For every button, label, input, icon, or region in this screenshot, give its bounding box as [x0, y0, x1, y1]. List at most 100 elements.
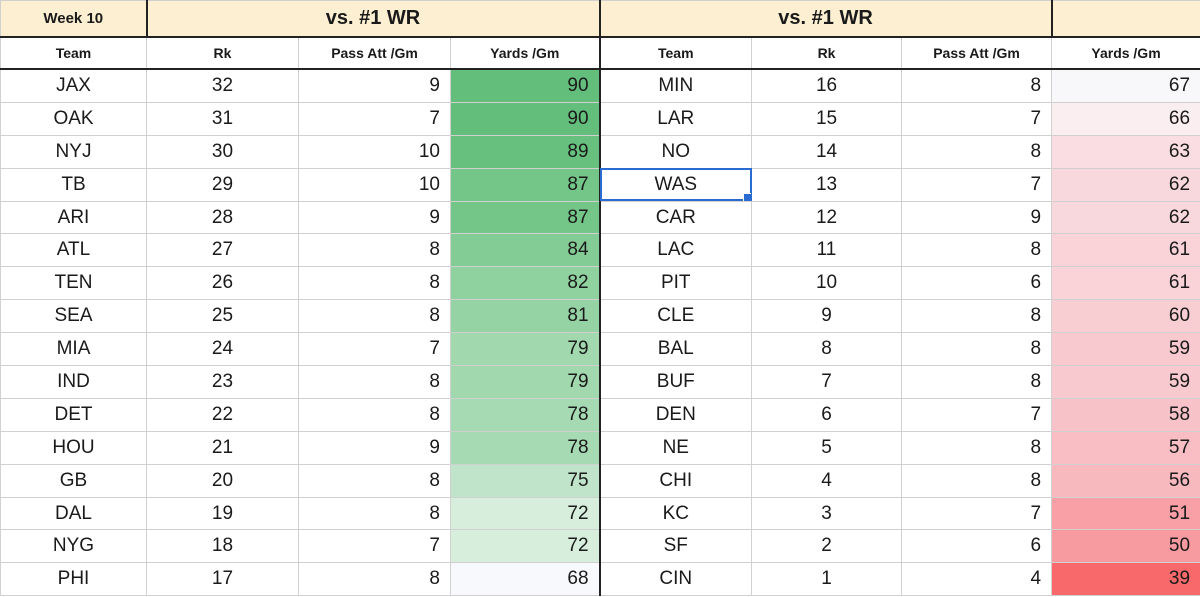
left-rank-cell[interactable]: 21	[146, 430, 299, 465]
left-yards-cell[interactable]: 84	[449, 233, 601, 268]
left-yards-cell[interactable]: 72	[449, 496, 601, 531]
right-team-cell[interactable]: WAS	[599, 167, 753, 202]
right-team-cell[interactable]: BAL	[599, 332, 753, 367]
left-rank-cell[interactable]: 17	[146, 562, 299, 597]
right-rank-cell[interactable]: 6	[751, 397, 903, 432]
right-rank-cell[interactable]: 8	[751, 332, 903, 367]
far-right-title[interactable]	[1051, 0, 1200, 38]
left-yards-cell[interactable]: 78	[449, 397, 601, 432]
right-pass-att-cell[interactable]: 7	[901, 101, 1053, 136]
right-team-cell[interactable]: CIN	[599, 562, 753, 597]
left-pass-att-cell[interactable]: 8	[298, 266, 451, 301]
right-pass-att-cell[interactable]: 8	[901, 299, 1053, 334]
left-rank-cell[interactable]: 29	[146, 167, 299, 202]
right-team-cell[interactable]: CLE	[599, 299, 753, 334]
right-pass-att-cell[interactable]: 8	[901, 365, 1053, 399]
fill-handle[interactable]	[743, 192, 751, 201]
right-yards-cell[interactable]: 61	[1051, 266, 1200, 301]
left-rank-cell[interactable]: 25	[146, 299, 299, 334]
left-team-cell[interactable]: HOU	[0, 430, 147, 465]
right-yards-cell[interactable]: 59	[1051, 365, 1200, 399]
right-rank-cell[interactable]: 15	[751, 101, 903, 136]
right-team-cell[interactable]: NE	[599, 430, 753, 465]
right-rank-cell[interactable]: 3	[751, 496, 903, 531]
right-yards-cell[interactable]: 50	[1051, 529, 1200, 564]
left-rank-cell[interactable]: 26	[146, 266, 299, 301]
right-yards-cell[interactable]: 51	[1051, 496, 1200, 531]
right-yards-cell[interactable]: 63	[1051, 134, 1200, 169]
left-pass-att-cell[interactable]: 10	[298, 134, 451, 169]
left-pass-att-cell[interactable]: 8	[298, 397, 451, 432]
header-yards-right[interactable]: Yards /Gm	[1051, 36, 1200, 70]
left-pass-att-cell[interactable]: 8	[298, 463, 451, 498]
right-rank-cell[interactable]: 5	[751, 430, 903, 465]
left-yards-cell[interactable]: 78	[449, 430, 601, 465]
right-rank-cell[interactable]: 16	[751, 68, 903, 103]
right-yards-cell[interactable]: 66	[1051, 101, 1200, 136]
right-team-cell[interactable]: MIN	[599, 68, 753, 103]
left-pass-att-cell[interactable]: 9	[298, 430, 451, 465]
left-rank-cell[interactable]: 18	[146, 529, 299, 564]
right-yards-cell[interactable]: 59	[1051, 332, 1200, 367]
left-team-cell[interactable]: TB	[0, 167, 147, 202]
right-yards-cell[interactable]: 61	[1051, 233, 1200, 268]
right-yards-cell[interactable]: 60	[1051, 299, 1200, 334]
right-yards-cell[interactable]: 62	[1051, 200, 1200, 235]
left-team-cell[interactable]: GB	[0, 463, 147, 498]
left-rank-cell[interactable]: 19	[146, 496, 299, 531]
right-pass-att-cell[interactable]: 9	[901, 200, 1053, 235]
left-team-cell[interactable]: OAK	[0, 101, 147, 136]
right-pass-att-cell[interactable]: 7	[901, 397, 1053, 432]
left-pass-att-cell[interactable]: 7	[298, 101, 451, 136]
header-passatt-right[interactable]: Pass Att /Gm	[901, 36, 1053, 70]
left-yards-cell[interactable]: 90	[449, 68, 601, 103]
left-yards-cell[interactable]: 68	[449, 562, 601, 597]
left-rank-cell[interactable]: 22	[146, 397, 299, 432]
left-team-cell[interactable]: IND	[0, 365, 147, 399]
left-rank-cell[interactable]: 27	[146, 233, 299, 268]
left-rank-cell[interactable]: 24	[146, 332, 299, 367]
right-rank-cell[interactable]: 13	[751, 167, 903, 202]
right-rank-cell[interactable]: 9	[751, 299, 903, 334]
right-team-cell[interactable]: LAC	[599, 233, 753, 268]
right-rank-cell[interactable]: 10	[751, 266, 903, 301]
right-yards-cell[interactable]: 67	[1051, 68, 1200, 103]
right-yards-cell[interactable]: 56	[1051, 463, 1200, 498]
left-team-cell[interactable]: PHI	[0, 562, 147, 597]
left-team-cell[interactable]: DAL	[0, 496, 147, 531]
right-yards-cell[interactable]: 58	[1051, 397, 1200, 432]
left-team-cell[interactable]: MIA	[0, 332, 147, 367]
right-pass-att-cell[interactable]: 6	[901, 529, 1053, 564]
left-yards-cell[interactable]: 81	[449, 299, 601, 334]
left-pass-att-cell[interactable]: 7	[298, 332, 451, 367]
left-rank-cell[interactable]: 28	[146, 200, 299, 235]
left-rank-cell[interactable]: 31	[146, 101, 299, 136]
right-pass-att-cell[interactable]: 8	[901, 233, 1053, 268]
right-rank-cell[interactable]: 7	[751, 365, 903, 399]
left-yards-cell[interactable]: 79	[449, 365, 601, 399]
left-pass-att-cell[interactable]: 8	[298, 496, 451, 531]
right-rank-cell[interactable]: 12	[751, 200, 903, 235]
right-pass-att-cell[interactable]: 4	[901, 562, 1053, 597]
left-yards-cell[interactable]: 79	[449, 332, 601, 367]
right-yards-cell[interactable]: 57	[1051, 430, 1200, 465]
left-pass-att-cell[interactable]: 8	[298, 365, 451, 399]
left-yards-cell[interactable]: 87	[449, 167, 601, 202]
left-team-cell[interactable]: TEN	[0, 266, 147, 301]
left-pass-att-cell[interactable]: 8	[298, 562, 451, 597]
left-yards-cell[interactable]: 87	[449, 200, 601, 235]
left-team-cell[interactable]: JAX	[0, 68, 147, 103]
header-rk-left[interactable]: Rk	[146, 36, 299, 70]
left-pass-att-cell[interactable]: 10	[298, 167, 451, 202]
left-team-cell[interactable]: ARI	[0, 200, 147, 235]
left-team-cell[interactable]: ATL	[0, 233, 147, 268]
header-passatt-left[interactable]: Pass Att /Gm	[298, 36, 451, 70]
left-team-cell[interactable]: DET	[0, 397, 147, 432]
header-team-right[interactable]: Team	[599, 36, 753, 70]
right-team-cell[interactable]: PIT	[599, 266, 753, 301]
left-team-cell[interactable]: NYJ	[0, 134, 147, 169]
week-label-cell[interactable]: Week 10	[0, 0, 148, 38]
right-team-cell[interactable]: CAR	[599, 200, 753, 235]
left-yards-cell[interactable]: 75	[449, 463, 601, 498]
right-rank-cell[interactable]: 2	[751, 529, 903, 564]
